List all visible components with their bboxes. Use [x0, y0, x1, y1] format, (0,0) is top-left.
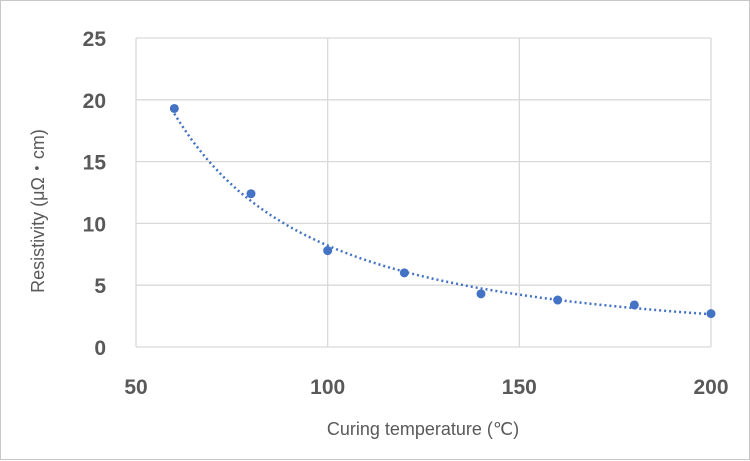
x-tick-label: 50 [124, 376, 147, 399]
y-tick-label: 0 [94, 337, 106, 360]
x-tick-label: 100 [310, 376, 345, 399]
gridlines [135, 37, 712, 348]
y-tick-label: 20 [83, 90, 106, 113]
data-point [169, 103, 179, 113]
data-point [399, 268, 409, 278]
x-tick-label: 150 [502, 376, 537, 399]
y-tick-label: 5 [94, 275, 106, 298]
data-point [629, 300, 639, 310]
y-tick-label: 10 [83, 213, 106, 236]
data-point [706, 309, 716, 319]
data-point [476, 289, 486, 299]
data-points [169, 103, 716, 319]
tick-labels: 0 5 10 15 20 25 50 100 150 200 [83, 28, 729, 399]
data-point [553, 295, 563, 305]
x-tick-label: 200 [693, 376, 728, 399]
data-point [323, 246, 333, 256]
y-tick-label: 25 [83, 28, 107, 51]
y-tick-label: 15 [83, 152, 107, 175]
y-axis-label: Resistivity (μΩ・cm) [28, 129, 48, 293]
x-axis-label: Curing temperature (℃) [327, 419, 519, 439]
trendline [173, 112, 712, 316]
data-point [246, 189, 256, 199]
